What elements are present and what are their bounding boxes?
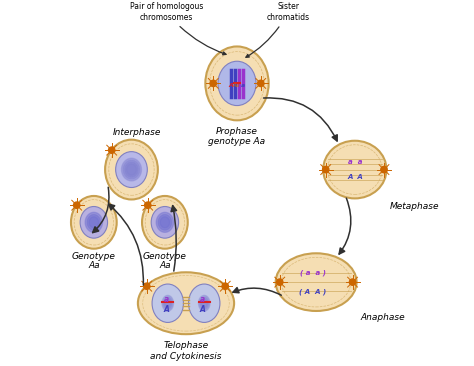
Circle shape [222, 283, 228, 290]
Text: A: A [200, 305, 205, 314]
Circle shape [257, 80, 264, 87]
Circle shape [144, 283, 150, 290]
Text: a: a [200, 295, 205, 303]
Polygon shape [156, 212, 173, 232]
Ellipse shape [138, 272, 234, 334]
Text: a  a: a a [347, 159, 362, 165]
Ellipse shape [71, 196, 117, 249]
Polygon shape [127, 164, 137, 175]
Text: A: A [228, 83, 233, 87]
Ellipse shape [276, 253, 356, 311]
Circle shape [109, 147, 115, 153]
Text: Sister
chromatids: Sister chromatids [246, 3, 310, 57]
Text: Aa: Aa [233, 83, 240, 87]
Ellipse shape [143, 275, 229, 331]
Polygon shape [158, 214, 172, 230]
Text: Prophase
genotype Aa: Prophase genotype Aa [209, 127, 265, 146]
Ellipse shape [323, 141, 386, 198]
Text: a: a [164, 295, 169, 303]
Ellipse shape [282, 257, 351, 307]
Polygon shape [121, 158, 141, 181]
Text: Anaphase: Anaphase [360, 313, 405, 322]
Polygon shape [85, 212, 102, 232]
Polygon shape [123, 160, 140, 179]
Circle shape [381, 167, 387, 173]
Text: Metaphase: Metaphase [390, 202, 439, 211]
Ellipse shape [105, 140, 158, 199]
Ellipse shape [151, 206, 179, 238]
Polygon shape [125, 162, 138, 177]
Text: Aa: Aa [159, 261, 171, 270]
Ellipse shape [109, 144, 154, 195]
Circle shape [145, 202, 151, 208]
Text: Aa: Aa [88, 261, 100, 270]
Text: Interphase: Interphase [112, 128, 161, 137]
Polygon shape [160, 217, 170, 228]
Ellipse shape [74, 199, 113, 245]
Text: ( A  A ): ( A A ) [299, 289, 326, 295]
Circle shape [322, 167, 329, 173]
Polygon shape [199, 295, 210, 311]
Ellipse shape [116, 152, 147, 187]
Polygon shape [162, 295, 173, 311]
Polygon shape [200, 297, 209, 309]
Polygon shape [164, 299, 171, 307]
Polygon shape [164, 297, 172, 309]
Ellipse shape [152, 284, 183, 322]
Text: Genotype: Genotype [143, 252, 187, 261]
Ellipse shape [205, 46, 269, 120]
Text: A  A: A A [347, 174, 363, 180]
Text: A: A [163, 305, 169, 314]
Text: a: a [241, 83, 246, 87]
Ellipse shape [145, 199, 184, 245]
Ellipse shape [218, 61, 256, 105]
Circle shape [210, 80, 217, 87]
Polygon shape [87, 214, 100, 230]
Circle shape [276, 279, 283, 285]
Text: ( a  a ): ( a a ) [300, 269, 326, 276]
Polygon shape [89, 217, 99, 228]
Circle shape [349, 279, 356, 285]
Ellipse shape [80, 206, 108, 238]
Circle shape [73, 202, 80, 208]
Text: Genotype: Genotype [72, 252, 116, 261]
Ellipse shape [210, 52, 264, 115]
Ellipse shape [142, 196, 188, 249]
Text: Pair of homologous
chromosomes: Pair of homologous chromosomes [130, 3, 226, 55]
Polygon shape [201, 299, 208, 307]
Text: Telophase
and Cytokinesis: Telophase and Cytokinesis [150, 341, 222, 361]
Ellipse shape [189, 284, 220, 322]
Ellipse shape [328, 145, 382, 194]
